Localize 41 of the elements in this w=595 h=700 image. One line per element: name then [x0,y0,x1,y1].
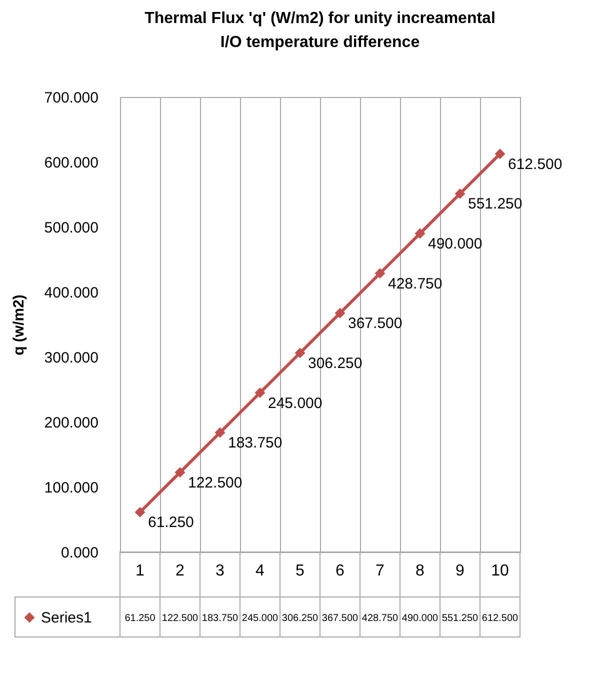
text: 490.000 [428,236,482,252]
text: 551.250 [468,196,522,213]
data-label: 490.000 [402,613,439,624]
data-label: 306.250 [282,613,319,624]
chart-title: Thermal Flux 'q' (W/m2) for unity increamental I/O temperature difference [144,10,496,51]
x-tick-label: 9 [456,562,465,580]
x-tick-label: 3 [216,562,225,580]
x-tick-label: 7 [376,562,385,580]
x-tick-label: 2 [176,562,185,580]
data-label: 367.500 [322,613,359,624]
data-label: 61.250 [124,613,156,624]
x-tick-label: 4 [256,562,265,580]
y-axis-title: q (w/m2) [10,294,28,356]
y-tick-label: 300.000 [44,350,98,366]
text: 367.500 [348,315,402,332]
text: 61.250 [148,514,194,532]
data-label: 551.250 [442,613,479,624]
y-tick-label: 500.000 [44,220,98,236]
text: 306.250 [308,354,362,372]
data-label: 428.750 [362,613,399,624]
legend-label: Series1 [41,610,92,626]
x-tick-label: 1 [136,562,145,580]
y-tick-label: 200.000 [44,414,98,432]
data-label: 122.500 [162,613,199,624]
text: 428.750 [388,275,442,292]
data-label: 612.500 [482,613,519,624]
text: 245.000 [268,394,322,412]
x-tick-label: 10 [491,562,509,580]
x-tick-label: 5 [296,562,305,580]
text: 183.750 [228,434,282,452]
y-tick-label: 600.000 [44,154,98,172]
data-label: 183.750 [202,613,239,624]
text: 612.500 [508,156,562,173]
y-tick-label: 400.000 [44,284,98,302]
text: 122.500 [188,474,242,492]
y-tick-label: 0.000 [60,544,98,562]
data-label: 245.000 [242,613,279,624]
y-tick-label: 700.000 [44,90,98,106]
x-tick-label: 8 [416,562,425,580]
y-tick-label: 100.000 [44,480,98,496]
x-tick-label: 6 [336,562,345,580]
